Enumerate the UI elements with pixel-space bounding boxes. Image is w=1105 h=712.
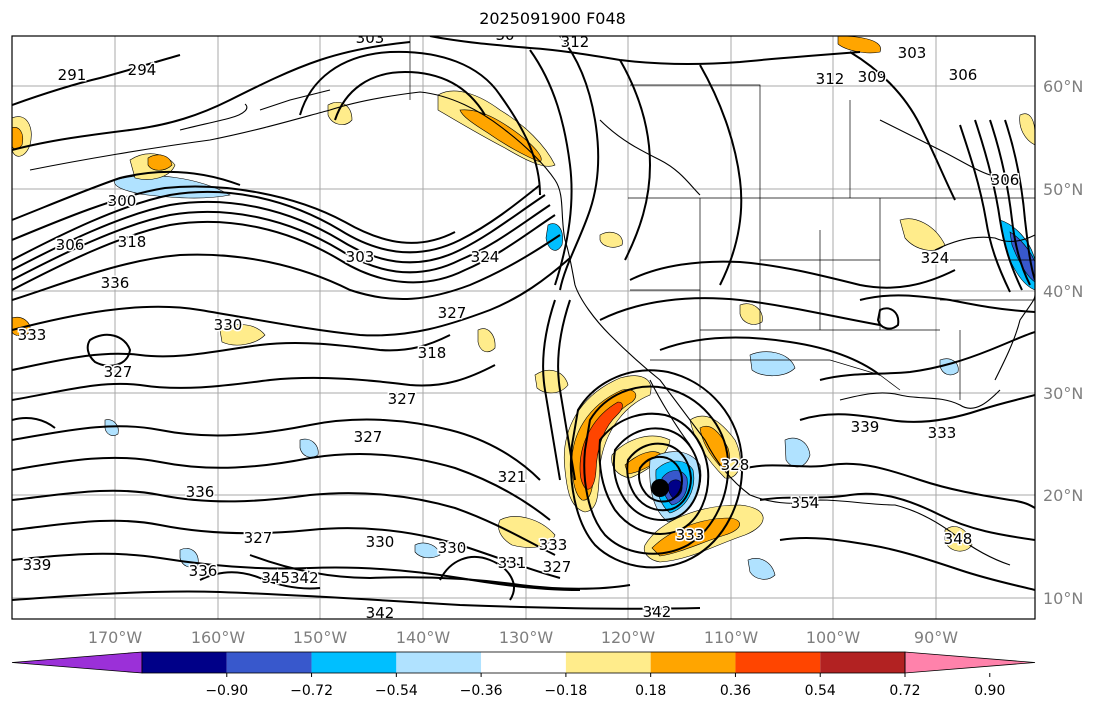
lon-tick: 130°W: [499, 628, 554, 647]
contour-label: 327: [244, 529, 273, 547]
colorbar-label: −0.90: [205, 683, 248, 699]
colorbar-label: −0.18: [544, 683, 587, 699]
colorbar-label: −0.36: [460, 683, 503, 699]
contour-label: 327: [388, 390, 417, 408]
contour-label: 348: [944, 530, 973, 548]
contour-label: 291: [58, 66, 87, 84]
colorbar-extend-high: [904, 651, 1036, 674]
longitude-axis: 170°W 160°W 150°W 140°W 130°W 120°W 110°…: [88, 628, 958, 647]
lat-tick: 10°N: [1043, 589, 1083, 608]
contour-label: 345342: [261, 569, 318, 587]
contour-label: 312: [561, 33, 590, 51]
contour-label: 303: [346, 248, 375, 266]
colorbar-outline: [141, 651, 906, 674]
contour-label: 354: [791, 494, 820, 512]
contour-label: 328: [721, 456, 750, 474]
lon-tick: 90°W: [914, 628, 958, 647]
lon-tick: 120°W: [601, 628, 656, 647]
contour-label: 336: [189, 562, 218, 580]
contour-label: 333: [676, 526, 705, 544]
colorbar: −0.90 −0.72 −0.54 −0.36 −0.18 0.18 0.36 0.54 0.7…: [11, 651, 1036, 699]
lon-tick: 110°W: [704, 628, 759, 647]
colorbar-extend-low: [11, 651, 143, 674]
colorbar-label: 0.90: [974, 683, 1005, 699]
cyclone-center-marker: [651, 479, 669, 497]
colorbar-segment: [481, 652, 566, 673]
contour-label: 303: [356, 29, 385, 47]
contour-label: 327: [104, 363, 133, 381]
colorbar-label: 0.18: [635, 683, 666, 699]
contour-label: 333: [539, 536, 568, 554]
colorbar-label: 0.54: [805, 683, 836, 699]
contour-label: 306: [56, 236, 85, 254]
contour-label: 339: [23, 556, 52, 574]
height-contours: [12, 36, 1035, 610]
colorbar-label: 0.36: [720, 683, 751, 699]
contour-label: 30: [495, 26, 514, 44]
lat-tick: 40°N: [1043, 282, 1083, 301]
lon-tick: 160°W: [191, 628, 246, 647]
contour-label: 327: [543, 558, 572, 576]
colorbar-segment: [735, 652, 821, 673]
contour-label: 303: [898, 44, 927, 62]
contour-label: 324: [471, 248, 500, 266]
colorbar-segment: [565, 652, 651, 673]
contour-label: 327: [354, 428, 383, 446]
contour-label: 306: [949, 66, 978, 84]
colorbar-segment: [820, 652, 905, 673]
contour-label: 306: [991, 171, 1020, 189]
colorbar-label: −0.72: [290, 683, 333, 699]
contour-label: 312: [816, 70, 845, 88]
colorbar-segment: [226, 652, 312, 673]
contour-label: 333: [18, 326, 47, 344]
lon-tick: 170°W: [88, 628, 143, 647]
contour-label: 331: [498, 554, 527, 572]
coastlines: [29, 89, 1035, 566]
contour-label: 330: [438, 539, 467, 557]
map-frame: [11, 35, 1036, 620]
colorbar-label: 0.72: [889, 683, 920, 699]
lat-tick: 20°N: [1043, 486, 1083, 505]
contour-label: 300: [108, 192, 137, 210]
colorbar-segment: [396, 652, 482, 673]
contour-label: 336: [101, 274, 130, 292]
lon-tick: 100°W: [806, 628, 861, 647]
contour-label: 342: [366, 604, 395, 622]
contour-label: 342: [643, 603, 672, 621]
contour-label: 330: [214, 316, 243, 334]
colorbar-label: −0.54: [375, 683, 418, 699]
lon-tick: 140°W: [396, 628, 451, 647]
contour-label: 321: [498, 468, 527, 486]
map-title: 2025091900 F048: [479, 9, 626, 28]
lon-tick: 150°W: [293, 628, 348, 647]
contour-label: 294: [128, 61, 157, 79]
contour-label: 330: [366, 533, 395, 551]
contour-label: 324: [921, 249, 950, 267]
colorbar-segment: [311, 652, 397, 673]
contour-label: 339: [851, 418, 880, 436]
lat-tick: 60°N: [1043, 77, 1083, 96]
contour-label: 333: [928, 424, 957, 442]
lat-tick: 30°N: [1043, 384, 1083, 403]
contour-label: 309: [858, 68, 887, 86]
colorbar-segment: [650, 652, 736, 673]
contour-label: 318: [118, 233, 147, 251]
contour-label: 336: [186, 483, 215, 501]
contour-label: 327: [438, 304, 467, 322]
latitude-axis: 60°N 50°N 40°N 30°N 20°N 10°N: [1043, 77, 1083, 608]
lat-tick: 50°N: [1043, 180, 1083, 199]
contour-label: 318: [418, 344, 447, 362]
colorbar-segment: [142, 652, 227, 673]
